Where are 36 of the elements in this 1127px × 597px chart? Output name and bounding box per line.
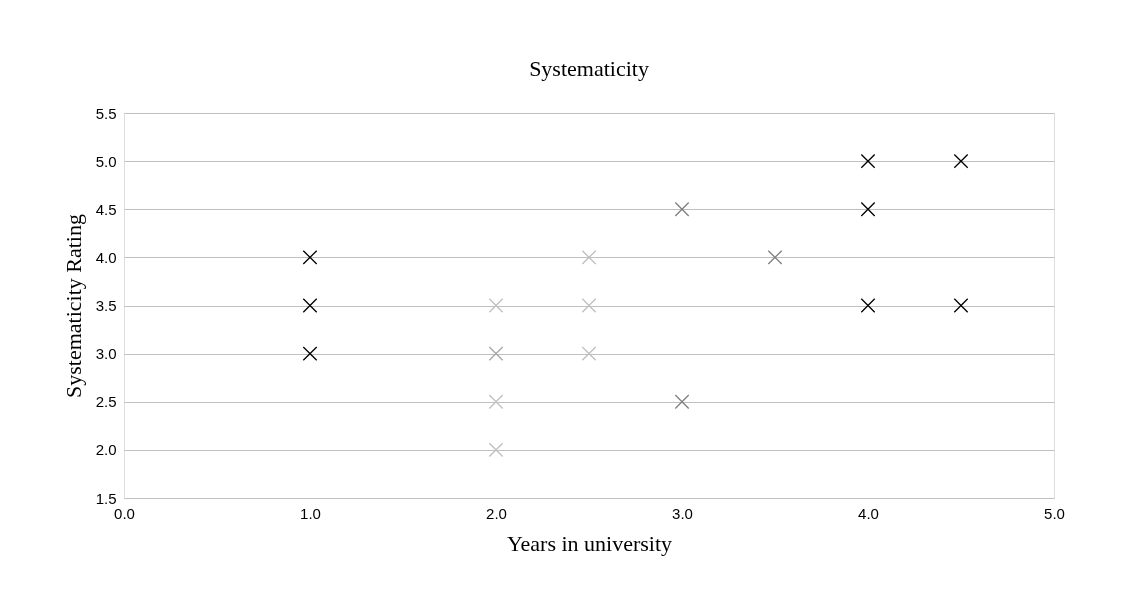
- y-axis-title: Systematicity Rating: [60, 214, 86, 398]
- y-tick-label: 3.5: [95, 297, 117, 314]
- x-axis-title: Years in university: [506, 530, 673, 556]
- x-tick-label: 5.0: [1044, 504, 1065, 522]
- x-tick-label: 4.0: [858, 504, 879, 522]
- point: [488, 442, 504, 458]
- point: [674, 201, 690, 217]
- point: [302, 346, 318, 361]
- point: [953, 153, 969, 169]
- point: [860, 153, 876, 169]
- x-tick-label: 1.0: [300, 504, 321, 522]
- point: [581, 346, 597, 361]
- point: [767, 250, 783, 265]
- point: [488, 394, 504, 410]
- x-tick-label: 2.0: [486, 504, 507, 522]
- y-tick-label: 2.5: [95, 393, 117, 411]
- point: [953, 298, 969, 313]
- point: [302, 298, 318, 313]
- y-tick-label: 3.0: [95, 345, 117, 363]
- point: [581, 250, 597, 265]
- y-tick-label: 4.0: [95, 248, 117, 266]
- y-tick-label: 5.0: [95, 152, 117, 170]
- chart-title: Systematicity: [529, 56, 649, 81]
- y-tick-label: 1.5: [95, 489, 117, 507]
- y-tick-label: 5.5: [95, 104, 117, 122]
- y-tick-label: 4.5: [95, 200, 117, 218]
- point: [674, 394, 690, 410]
- point: [488, 346, 504, 361]
- point: [860, 201, 876, 217]
- y-tick-label: 2.0: [95, 441, 117, 459]
- x-tick-label: 0.0: [114, 504, 135, 522]
- point: [581, 298, 597, 313]
- point: [860, 298, 876, 313]
- x-tick-label: 3.0: [672, 504, 693, 522]
- point: [488, 298, 504, 313]
- point: [302, 250, 318, 265]
